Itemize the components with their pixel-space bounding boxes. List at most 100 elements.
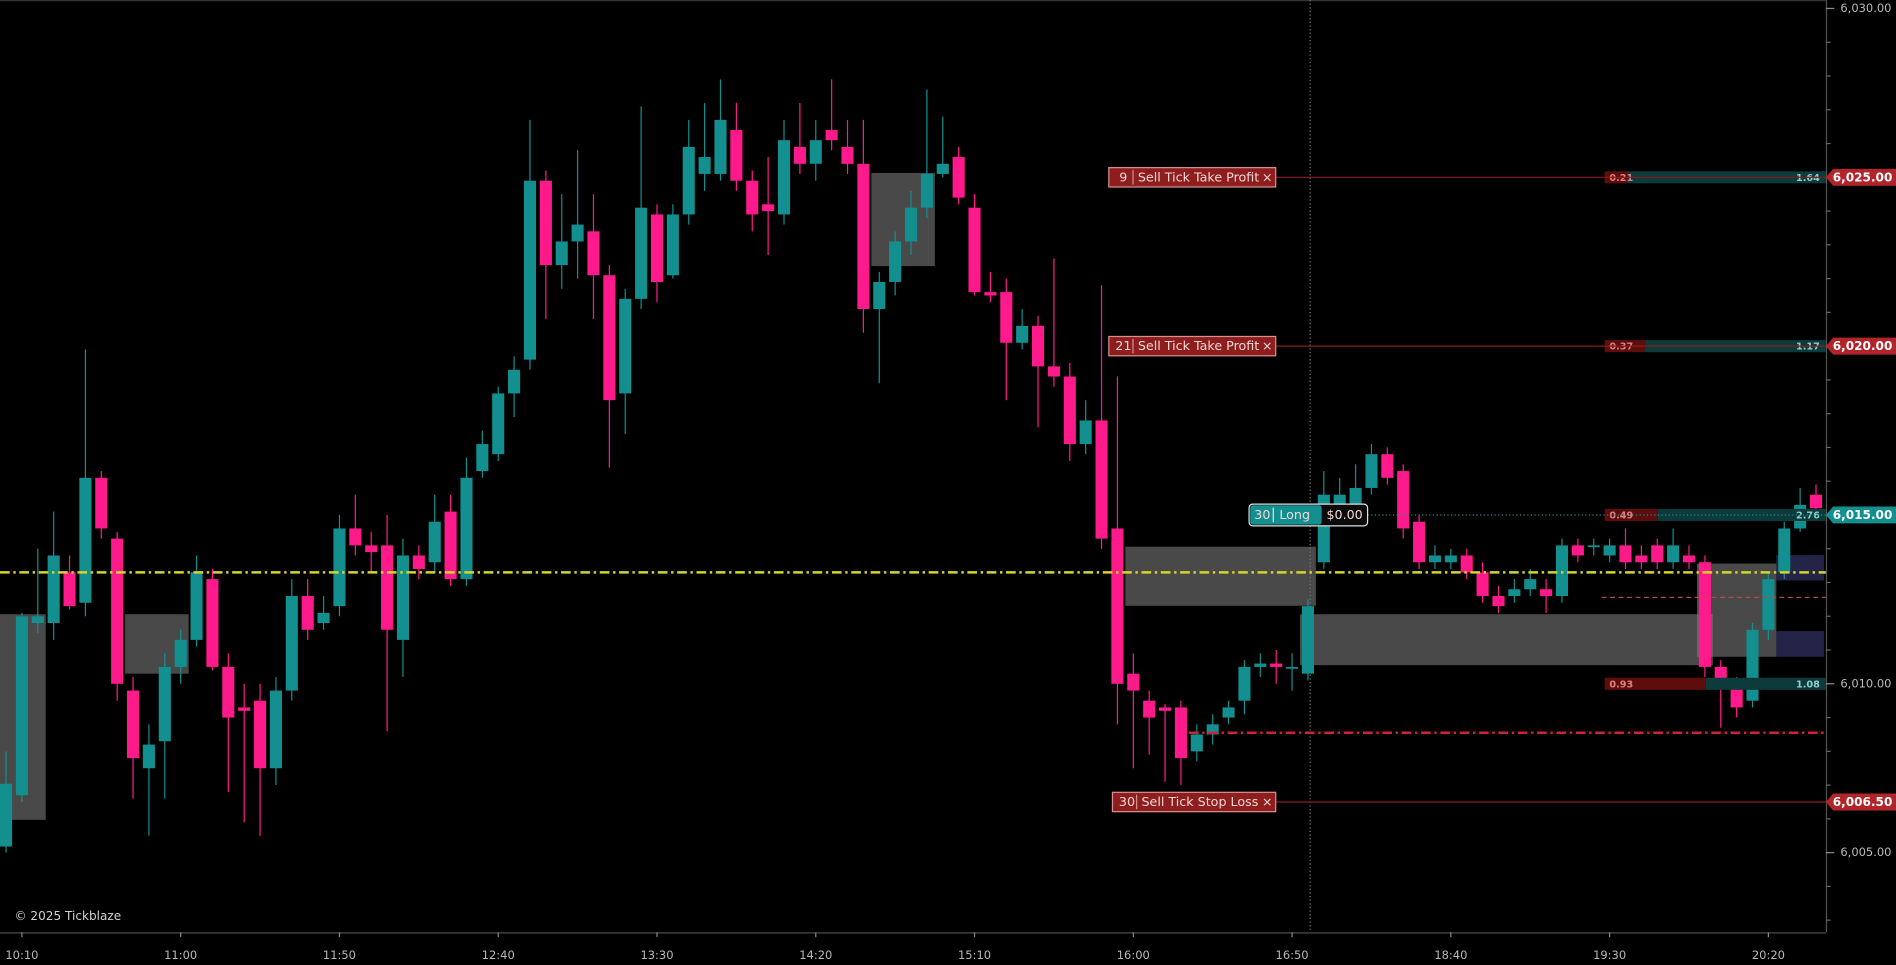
candle-body (412, 555, 425, 569)
candle-body (95, 477, 108, 529)
copyright: © 2025 Tickblaze (15, 909, 122, 923)
x-tick-label: 11:00 (164, 948, 197, 962)
order-cancel[interactable]: × (1262, 169, 1273, 184)
price-tag (1825, 337, 1896, 355)
candle-body (301, 596, 314, 630)
candle-body (31, 616, 44, 624)
candle-body (1222, 707, 1235, 718)
candle-body (381, 545, 394, 630)
candle-body (587, 231, 600, 276)
candle-body (1667, 545, 1680, 563)
candle-body (889, 241, 902, 282)
candle-body (619, 298, 632, 394)
candle-body (269, 690, 282, 769)
depth-sell-label: 0.93 (1609, 679, 1633, 690)
candle-body (47, 555, 60, 624)
x-tick-label: 15:10 (958, 948, 991, 962)
candle-body (920, 173, 933, 208)
price-tag-label: 6,025.00 (1833, 170, 1893, 184)
candle-body (206, 579, 219, 667)
candle-body (1635, 555, 1648, 563)
candle-body (1301, 606, 1315, 674)
candle-body (317, 612, 330, 624)
order-quantity: 21 (1115, 338, 1131, 353)
candle-body (1555, 545, 1569, 597)
x-tick-label: 12:40 (482, 948, 515, 962)
price-tag-label: 6,020.00 (1833, 339, 1893, 353)
candle-body (174, 639, 187, 667)
order-label: Sell Tick Stop Loss (1141, 794, 1258, 809)
candle-body (1619, 545, 1632, 563)
position-quantity: 30 (1254, 507, 1270, 522)
x-tick-label: 19:30 (1593, 948, 1626, 962)
order-cancel[interactable]: × (1262, 338, 1273, 353)
candle-body (238, 707, 251, 711)
candle-body (539, 180, 552, 266)
candle-body (1238, 666, 1251, 701)
candle-body (254, 700, 267, 769)
candle-body (158, 666, 171, 742)
candle-body (1063, 376, 1076, 445)
order-box[interactable] (1108, 167, 1277, 188)
candle-body (142, 744, 155, 769)
candle-body (1746, 629, 1759, 701)
candle-body (714, 119, 727, 174)
zone (1300, 614, 1713, 666)
candle-body (1031, 325, 1045, 367)
depth-buy (1705, 677, 1826, 690)
candle-body (841, 146, 854, 164)
candle-body (79, 477, 92, 603)
candle-body (190, 572, 203, 640)
candle-body (523, 180, 537, 360)
position-side: Long (1279, 507, 1310, 522)
x-tick-label: 13:30 (640, 948, 673, 962)
candle-body (857, 163, 870, 309)
candle-body (682, 146, 695, 215)
order-quantity: 30 (1119, 794, 1135, 809)
y-tick-label: 6,005.00 (1840, 845, 1891, 859)
y-tick-label: 6,030.00 (1840, 1, 1891, 15)
candle-body (1698, 562, 1711, 667)
candle-body (365, 545, 378, 553)
order-box[interactable] (1108, 335, 1277, 357)
candle-body (15, 616, 28, 796)
depth-buy-label: 1.64 (1796, 173, 1820, 184)
depth-sell-label: 0.37 (1609, 342, 1633, 353)
candle-body (984, 292, 997, 296)
candle-body (1381, 454, 1394, 478)
candle-body (1682, 555, 1696, 563)
candle-body (444, 511, 457, 580)
order-quantity: 9 (1119, 169, 1127, 184)
candle-body (762, 204, 775, 212)
zone (1776, 631, 1824, 657)
zone (1125, 546, 1316, 606)
candle-body (936, 163, 949, 174)
candle-body (1651, 545, 1664, 563)
candle-body (650, 214, 664, 282)
price-tag-label: 6,015.00 (1833, 508, 1893, 522)
candle-body (1460, 555, 1473, 573)
candle-body (698, 157, 711, 174)
candle-body (1778, 528, 1791, 573)
candle-body (1095, 420, 1108, 539)
order-box[interactable] (1111, 791, 1277, 813)
candle-body (1428, 555, 1442, 563)
candle-body (666, 214, 679, 276)
x-tick-label: 11:50 (323, 948, 356, 962)
candle-body (1206, 724, 1219, 735)
candle-body (1413, 521, 1426, 563)
candle-body (1476, 572, 1489, 597)
order-cancel[interactable]: × (1262, 794, 1273, 809)
candle-body (571, 224, 584, 242)
candle-body (952, 157, 965, 198)
candle-body (1143, 700, 1156, 718)
candle-body (873, 281, 886, 309)
x-tick-label: 16:50 (1276, 948, 1309, 962)
price-tag (1825, 168, 1896, 186)
candle-body (1254, 663, 1267, 667)
candle-body (904, 207, 918, 242)
candle-body (968, 207, 981, 293)
candle-body (1174, 707, 1187, 759)
candle-body (603, 275, 616, 401)
